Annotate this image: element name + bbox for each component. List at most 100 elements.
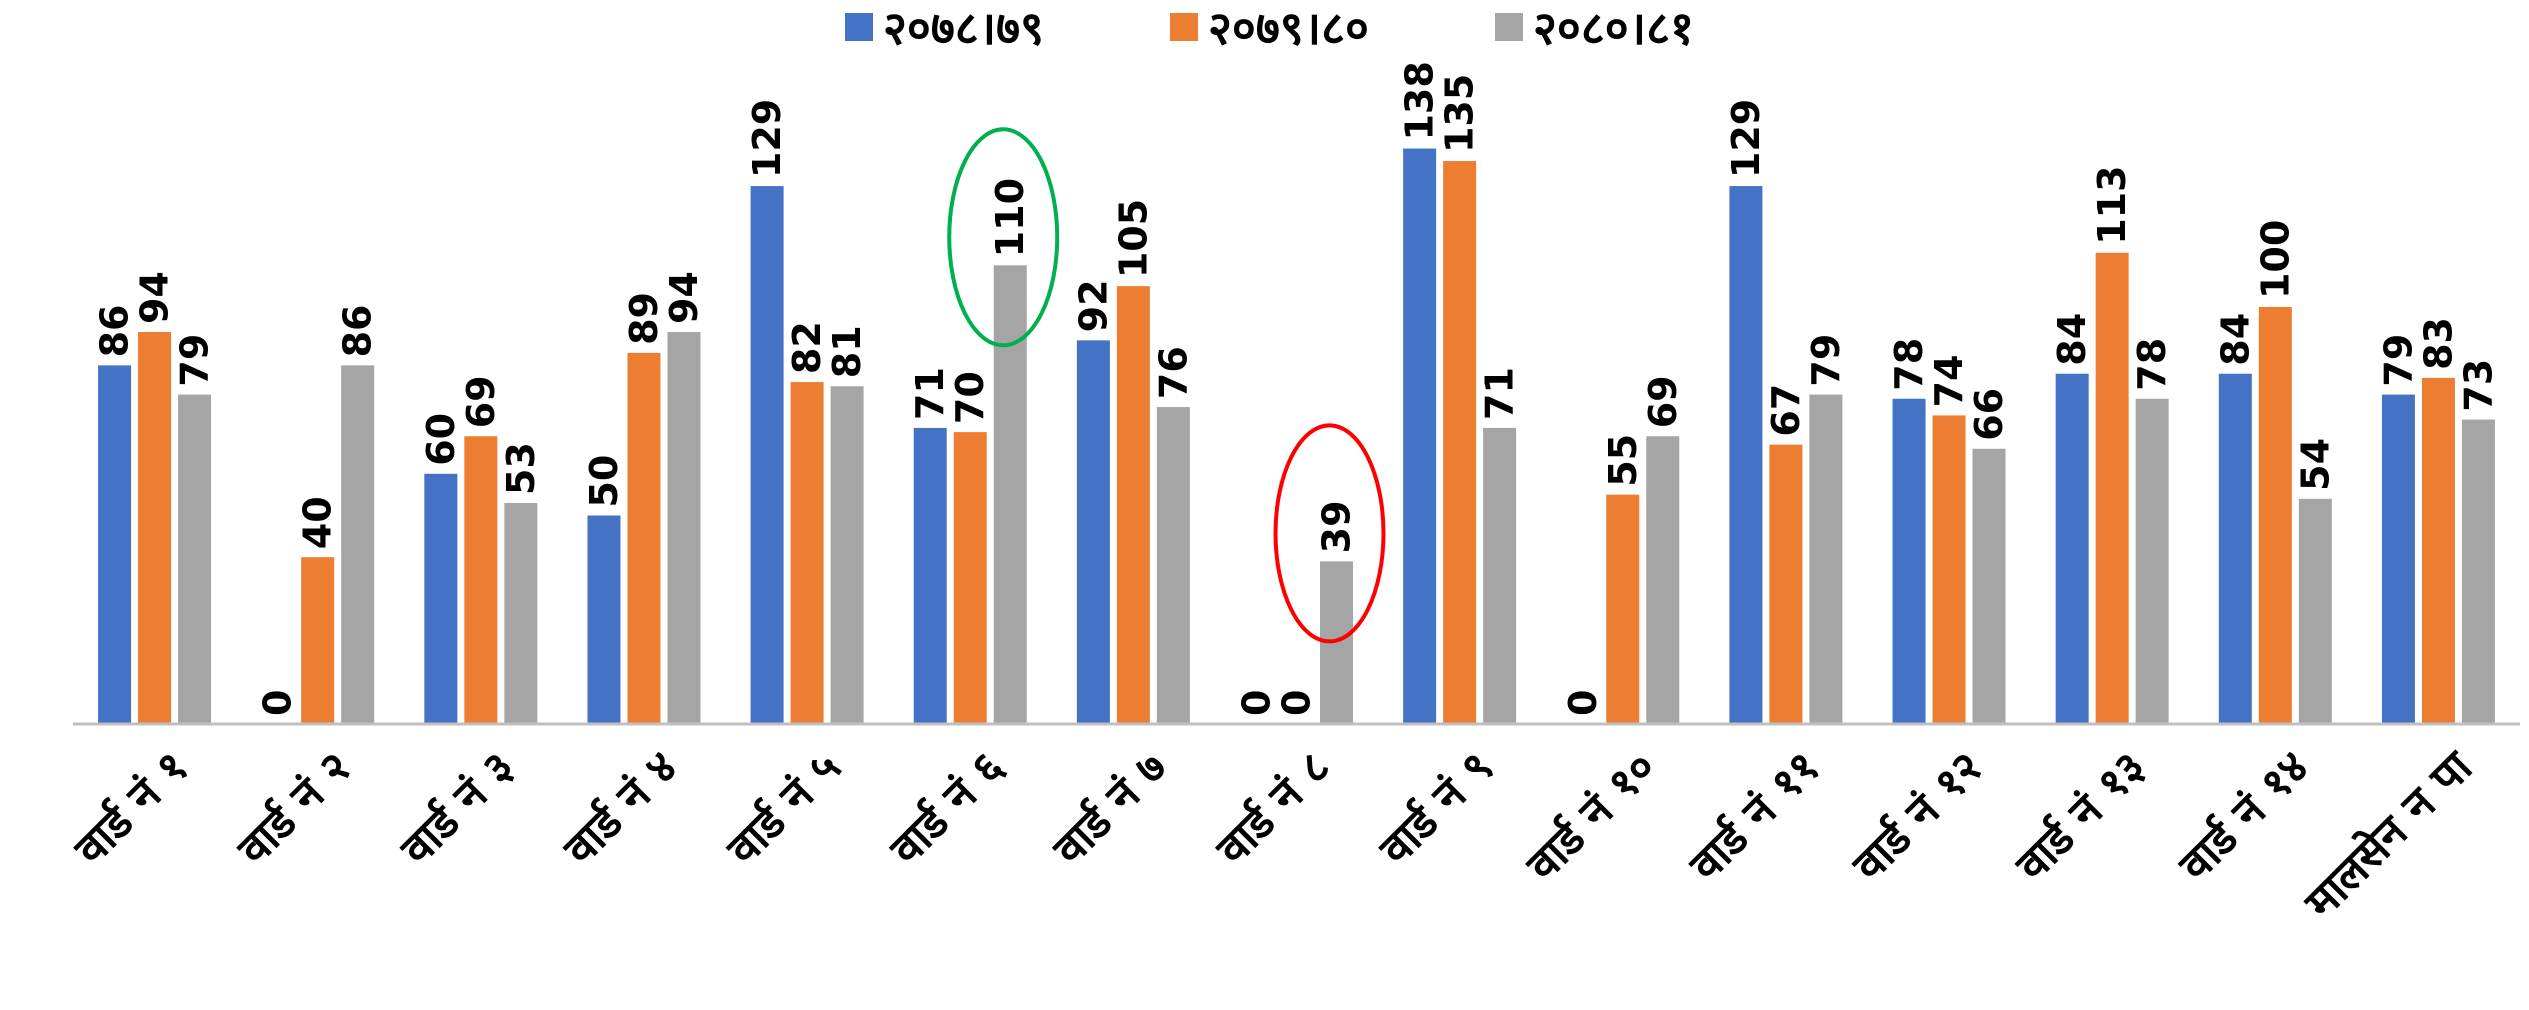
bar: [341, 365, 375, 724]
bar: [98, 365, 132, 724]
bar: [587, 515, 621, 724]
category-label: वार्ड नं १२: [1842, 741, 1993, 892]
bars: [98, 148, 2495, 725]
data-label: 55: [1601, 434, 1645, 487]
bar: [464, 436, 498, 724]
annotations: [947, 127, 1386, 644]
data-label: 50: [582, 455, 626, 508]
data-label: 54: [2293, 438, 2337, 491]
data-label: 82: [785, 321, 829, 374]
data-label: 76: [1151, 346, 1195, 399]
legend-swatch: [1170, 13, 1198, 41]
data-label: 53: [499, 442, 543, 495]
data-label: 0: [256, 690, 300, 716]
legend: २०७८।७९ २०७९।८० २०८०।८१: [845, 1, 1694, 55]
category-labels: वार्ड नं १ वार्ड नं २ वार्ड नं ३ वार्ड नं ४…: [64, 740, 2484, 929]
annotation-ellipse: [947, 127, 1060, 348]
data-label: 113: [2090, 165, 2134, 244]
bar: [2258, 307, 2292, 724]
bar: [953, 432, 987, 724]
data-label: 79: [1804, 334, 1848, 387]
bar: [1932, 415, 1966, 724]
data-label: 100: [2253, 220, 2297, 299]
bar: [830, 386, 864, 724]
data-label: 94: [662, 271, 706, 324]
category-label: वार्ड नं ८: [1206, 741, 1341, 876]
category-label: वार्ड नं ९: [1369, 741, 1504, 876]
bar: [993, 265, 1027, 724]
bar: [1483, 427, 1517, 724]
data-label: 129: [745, 99, 789, 178]
data-label: 69: [1641, 375, 1685, 428]
annotation-ellipse: [1273, 423, 1386, 644]
bar: [1606, 494, 1640, 724]
data-label: 94: [133, 271, 177, 324]
data-label: 86: [336, 304, 380, 357]
bar: [2135, 398, 2169, 724]
data-label: 84: [2213, 313, 2257, 366]
bar: [2381, 394, 2415, 724]
category-label: वार्ड नं १०: [1516, 741, 1667, 892]
category-label: वार्ड नं ५: [716, 741, 851, 876]
data-label: 83: [2416, 317, 2460, 370]
data-label: 78: [1887, 338, 1931, 391]
data-label: 84: [2050, 313, 2094, 366]
bar: [2218, 373, 2252, 724]
legend-swatch: [1495, 13, 1523, 41]
data-label: 138: [1398, 61, 1442, 140]
data-label: 129: [1724, 99, 1768, 178]
bar: [627, 352, 661, 724]
data-label: 71: [1478, 367, 1522, 420]
data-label: 66: [1967, 388, 2011, 441]
category-label: वार्ड नं २: [227, 741, 362, 876]
bar: [1116, 286, 1150, 724]
category-label: वार्ड नं ४: [553, 741, 688, 876]
data-label: 78: [2130, 338, 2174, 391]
category-label: वार्ड नं १: [64, 741, 199, 876]
data-label: 86: [93, 304, 137, 357]
category-label: वार्ड नं १४: [2168, 741, 2319, 892]
data-label: 0: [1561, 690, 1605, 716]
bar: [913, 427, 947, 724]
bar: [1729, 186, 1763, 724]
bar: [1156, 407, 1190, 724]
bar: [1892, 398, 1926, 724]
legend-label: २०८०।८१: [1533, 1, 1694, 55]
bar: [2298, 498, 2332, 724]
bar: [1076, 340, 1110, 724]
data-label: 39: [1315, 500, 1359, 553]
bar: [1403, 148, 1437, 725]
data-label: 79: [2376, 334, 2420, 387]
bar: [504, 502, 538, 724]
category-label: वार्ड नं ३: [390, 741, 525, 876]
category-label: मालसेन न पा: [2294, 740, 2483, 929]
bar: [667, 332, 701, 724]
category-label: वार्ड नं ६: [879, 741, 1014, 876]
legend-label: २०७९।८०: [1208, 1, 1369, 55]
data-label: 71: [908, 367, 952, 420]
data-label: 81: [825, 325, 869, 378]
bar: [178, 394, 212, 724]
category-label: वार्ड नं ७: [1042, 741, 1177, 876]
data-label: 67: [1764, 384, 1808, 437]
data-label: 79: [173, 334, 217, 387]
data-label: 69: [459, 375, 503, 428]
bar: [2421, 377, 2455, 724]
data-label: 60: [419, 413, 463, 466]
bar: [424, 473, 458, 724]
bar: [301, 557, 335, 724]
data-label: 105: [1111, 199, 1155, 278]
data-label: 74: [1927, 355, 1971, 408]
data-label: 92: [1071, 279, 1115, 332]
bar: [1646, 436, 1680, 724]
bar: [2095, 252, 2129, 725]
data-label: 89: [622, 292, 666, 345]
bar: [2461, 419, 2495, 724]
data-label: 110: [988, 178, 1032, 257]
data-label: 0: [1275, 690, 1319, 716]
bar: [1809, 394, 1843, 724]
bar: [1769, 444, 1803, 724]
category-label: वार्ड नं १३: [2005, 741, 2156, 892]
